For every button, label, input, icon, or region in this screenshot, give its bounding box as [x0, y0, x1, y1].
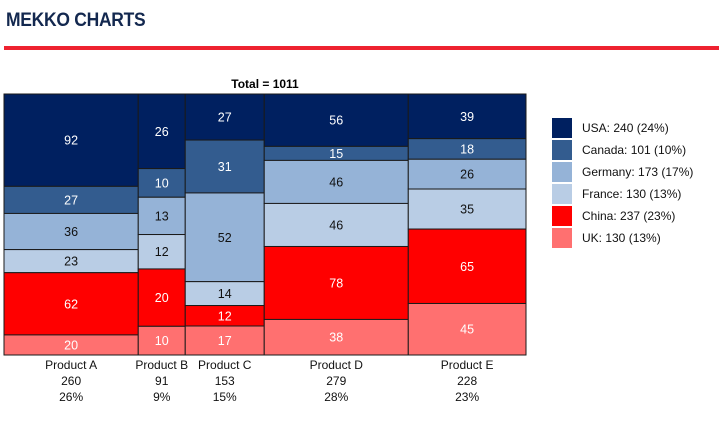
- category-total-label: 260: [61, 374, 81, 388]
- chart-title: Total = 1011: [231, 77, 299, 91]
- segment-value-label: 45: [460, 323, 474, 337]
- segment-value-label: 18: [460, 142, 474, 156]
- legend-swatch: [552, 140, 572, 160]
- legend-item-usa: USA: 240 (24%): [552, 117, 693, 139]
- segment-value-label: 36: [64, 225, 78, 239]
- segment-canada-product-c: [184, 139, 265, 194]
- legend-swatch: [552, 184, 572, 204]
- category-percent-label: 26%: [59, 390, 83, 404]
- segment-value-label: 35: [460, 203, 474, 217]
- legend-item-germany: Germany: 173 (17%): [552, 161, 693, 183]
- category-label: Product C: [198, 358, 252, 372]
- segment-value-label: 20: [64, 338, 78, 352]
- segment-germany-product-c: [184, 192, 265, 283]
- segment-value-label: 23: [64, 255, 78, 269]
- legend-label: USA: 240 (24%): [582, 121, 669, 135]
- legend-label: China: 237 (23%): [582, 209, 676, 223]
- segment-value-label: 15: [329, 147, 343, 161]
- segment-value-label: 78: [329, 276, 343, 290]
- segment-usa-product-d: [263, 93, 409, 147]
- legend-label: Germany: 173 (17%): [582, 165, 694, 179]
- segment-germany-product-e: [407, 158, 527, 190]
- legend-item-china: China: 237 (23%): [552, 205, 693, 227]
- segment-value-label: 65: [460, 260, 474, 274]
- category-label: Product D: [310, 358, 364, 372]
- segment-value-label: 31: [218, 160, 232, 174]
- page-title: MEKKO CHARTS: [6, 10, 146, 31]
- segment-value-label: 12: [218, 309, 232, 323]
- chart-legend: USA: 240 (24%) Canada: 101 (10%) Germany: …: [552, 117, 693, 249]
- segment-value-label: 12: [155, 245, 169, 259]
- segment-value-label: 26: [460, 168, 474, 182]
- legend-label: France: 130 (13%): [582, 187, 682, 201]
- segment-value-label: 56: [329, 114, 343, 128]
- segment-value-label: 26: [155, 125, 169, 139]
- segment-value-label: 10: [155, 176, 169, 190]
- segment-usa-product-e: [407, 93, 527, 140]
- segment-usa-product-c: [184, 93, 265, 141]
- segment-uk-product-b: [137, 325, 186, 356]
- category-percent-label: 15%: [213, 390, 237, 404]
- segment-value-label: 46: [329, 218, 343, 232]
- category-total-label: 153: [215, 374, 235, 388]
- segment-value-label: 27: [64, 193, 78, 207]
- segment-value-label: 52: [218, 231, 232, 245]
- segment-value-label: 38: [329, 331, 343, 345]
- legend-item-france: France: 130 (13%): [552, 183, 693, 205]
- segment-uk-product-e: [407, 302, 527, 356]
- segment-uk-product-c: [184, 325, 265, 356]
- legend-swatch: [552, 118, 572, 138]
- segment-germany-product-a: [3, 212, 139, 251]
- category-label: Product B: [135, 358, 188, 372]
- segment-value-label: 39: [460, 110, 474, 124]
- legend-swatch: [552, 228, 572, 248]
- category-label: Product E: [441, 358, 494, 372]
- legend-label: Canada: 101 (10%): [582, 143, 687, 157]
- segment-china-product-e: [407, 228, 527, 304]
- category-total-label: 279: [326, 374, 346, 388]
- category-percent-label: 28%: [324, 390, 348, 404]
- legend-item-canada: Canada: 101 (10%): [552, 139, 693, 161]
- category-label: Product A: [45, 358, 97, 372]
- category-percent-label: 9%: [153, 390, 171, 404]
- segment-usa-product-b: [137, 93, 186, 170]
- segment-value-label: 14: [218, 287, 232, 301]
- segment-germany-product-d: [263, 159, 409, 204]
- segment-value-label: 10: [155, 334, 169, 348]
- segment-usa-product-a: [3, 93, 139, 187]
- legend-label: UK: 130 (13%): [582, 231, 661, 245]
- segment-uk-product-d: [263, 318, 409, 356]
- category-percent-label: 23%: [455, 390, 479, 404]
- title-underline-divider: [4, 46, 719, 50]
- category-total-label: 91: [155, 374, 169, 388]
- segment-value-label: 62: [64, 297, 78, 311]
- segment-value-label: 92: [64, 134, 78, 148]
- segment-value-label: 13: [155, 209, 169, 223]
- segment-value-label: 46: [329, 175, 343, 189]
- legend-swatch: [552, 206, 572, 226]
- segment-france-product-e: [407, 188, 527, 230]
- legend-item-uk: UK: 130 (13%): [552, 227, 693, 249]
- legend-swatch: [552, 162, 572, 182]
- category-total-label: 228: [457, 374, 477, 388]
- segment-value-label: 17: [218, 334, 232, 348]
- segment-value-label: 20: [155, 291, 169, 305]
- segment-china-product-d: [263, 245, 409, 320]
- segment-value-label: 27: [218, 111, 232, 125]
